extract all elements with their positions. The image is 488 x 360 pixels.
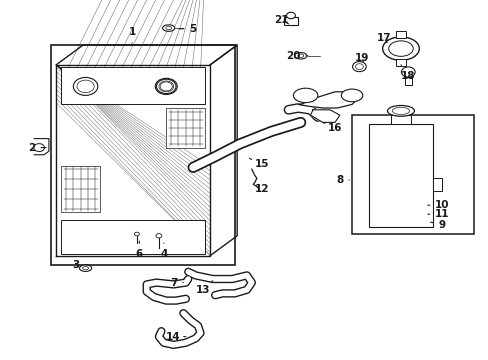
Ellipse shape — [293, 88, 317, 103]
Text: 21: 21 — [273, 15, 288, 25]
Bar — [166, 108, 205, 148]
Ellipse shape — [156, 234, 162, 238]
Ellipse shape — [156, 79, 176, 94]
Text: 11: 11 — [427, 209, 449, 219]
Ellipse shape — [294, 53, 306, 59]
Ellipse shape — [77, 80, 94, 93]
Ellipse shape — [134, 232, 139, 236]
Ellipse shape — [286, 12, 295, 19]
Text: 5: 5 — [179, 24, 196, 34]
Text: 16: 16 — [322, 122, 342, 133]
Text: 9: 9 — [430, 220, 445, 230]
Text: 20: 20 — [285, 51, 307, 61]
Bar — [368, 124, 432, 227]
Ellipse shape — [155, 78, 177, 95]
Ellipse shape — [297, 54, 303, 58]
Text: 19: 19 — [354, 53, 368, 63]
Bar — [404, 77, 411, 85]
Bar — [432, 178, 441, 191]
Ellipse shape — [82, 266, 88, 270]
Polygon shape — [210, 45, 237, 256]
Bar — [283, 17, 298, 25]
Bar — [61, 67, 205, 104]
Text: 12: 12 — [254, 178, 268, 194]
Text: 7: 7 — [169, 278, 183, 288]
Ellipse shape — [352, 62, 366, 72]
Bar — [351, 115, 473, 234]
Text: 10: 10 — [427, 200, 449, 210]
Bar — [61, 166, 100, 212]
Ellipse shape — [388, 41, 412, 57]
Text: 8: 8 — [336, 175, 348, 185]
Polygon shape — [310, 110, 339, 122]
Text: 18: 18 — [400, 65, 415, 81]
Bar — [395, 59, 405, 66]
Ellipse shape — [391, 107, 409, 114]
Ellipse shape — [159, 81, 173, 92]
Text: 4: 4 — [160, 243, 167, 259]
Ellipse shape — [382, 37, 418, 60]
Text: 1: 1 — [128, 27, 135, 43]
Text: 17: 17 — [376, 33, 390, 43]
Ellipse shape — [162, 25, 175, 31]
Ellipse shape — [341, 89, 362, 102]
Text: 14: 14 — [166, 332, 185, 342]
Text: 13: 13 — [195, 281, 212, 295]
Ellipse shape — [165, 27, 171, 30]
Bar — [395, 31, 405, 38]
Ellipse shape — [401, 67, 414, 77]
Bar — [61, 220, 205, 254]
Ellipse shape — [355, 64, 363, 69]
Polygon shape — [298, 92, 359, 108]
Bar — [51, 45, 234, 265]
Ellipse shape — [79, 265, 92, 271]
Ellipse shape — [73, 77, 98, 95]
Text: 15: 15 — [249, 158, 268, 169]
Bar — [390, 115, 410, 124]
Text: 6: 6 — [136, 241, 142, 259]
Polygon shape — [56, 45, 237, 65]
Ellipse shape — [160, 82, 172, 91]
Ellipse shape — [386, 105, 414, 116]
Text: 2: 2 — [28, 143, 46, 153]
Text: 3: 3 — [72, 260, 87, 270]
Ellipse shape — [34, 144, 44, 152]
